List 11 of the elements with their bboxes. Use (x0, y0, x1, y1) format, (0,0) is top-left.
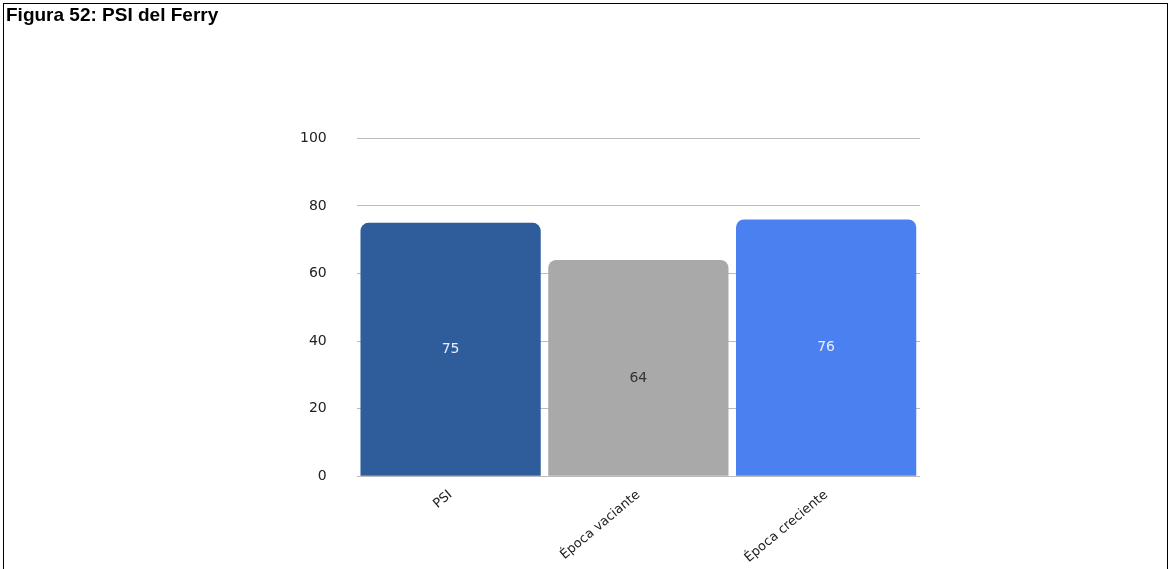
y-tick-label: 80 (308, 196, 327, 213)
x-tick-label: PSI (429, 486, 455, 511)
y-tick-label: 60 (308, 264, 327, 281)
data-label: 75 (441, 340, 460, 357)
y-tick-label: 100 (299, 129, 327, 146)
y-tick-label: 20 (308, 399, 327, 416)
y-tick-label: 0 (317, 466, 327, 483)
data-label: 64 (629, 368, 648, 385)
text: Figura 52: PSI del Ferry (6, 4, 219, 26)
y-tick-label: 40 (308, 331, 327, 348)
data-label: 76 (817, 338, 836, 355)
